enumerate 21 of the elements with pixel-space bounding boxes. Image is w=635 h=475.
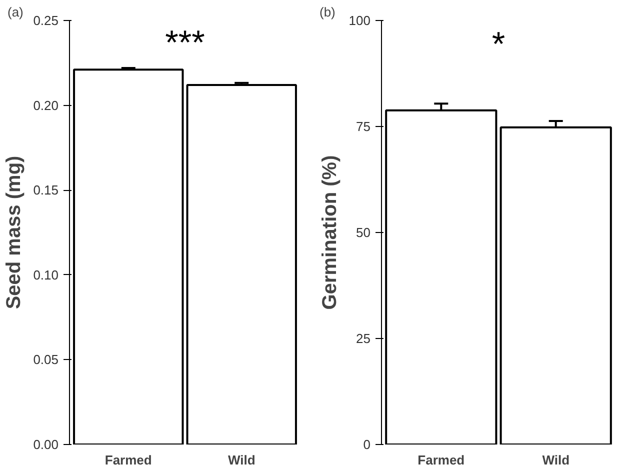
y-tick-label: 25 xyxy=(356,331,371,346)
y-tick-label: 0.05 xyxy=(33,352,59,368)
y-tick-label: 0.15 xyxy=(33,182,59,198)
x-tick-label: Farmed xyxy=(418,452,465,468)
y-tick-label: 0.25 xyxy=(33,13,59,28)
y-tick-label: 0.10 xyxy=(33,267,59,282)
x-tick-label: Farmed xyxy=(104,452,152,468)
y-axis-title: Germination (%) xyxy=(318,155,341,310)
x-tick-label: Wild xyxy=(542,452,570,468)
y-tick-label: 75 xyxy=(356,119,371,134)
y-axis-title: Seed mass (mg) xyxy=(3,156,26,310)
y-tick-label: 100 xyxy=(348,13,371,28)
text: (a) xyxy=(8,4,24,20)
annotation: *** xyxy=(165,24,205,62)
annotation: * xyxy=(492,26,506,64)
text: (b) xyxy=(320,4,336,20)
y-tick-label: 0.00 xyxy=(33,437,59,452)
x-tick-label: Wild xyxy=(228,452,256,468)
y-tick-label: 0.20 xyxy=(33,98,59,113)
y-tick-label: 50 xyxy=(356,225,371,240)
y-tick-label: 0 xyxy=(363,437,371,452)
